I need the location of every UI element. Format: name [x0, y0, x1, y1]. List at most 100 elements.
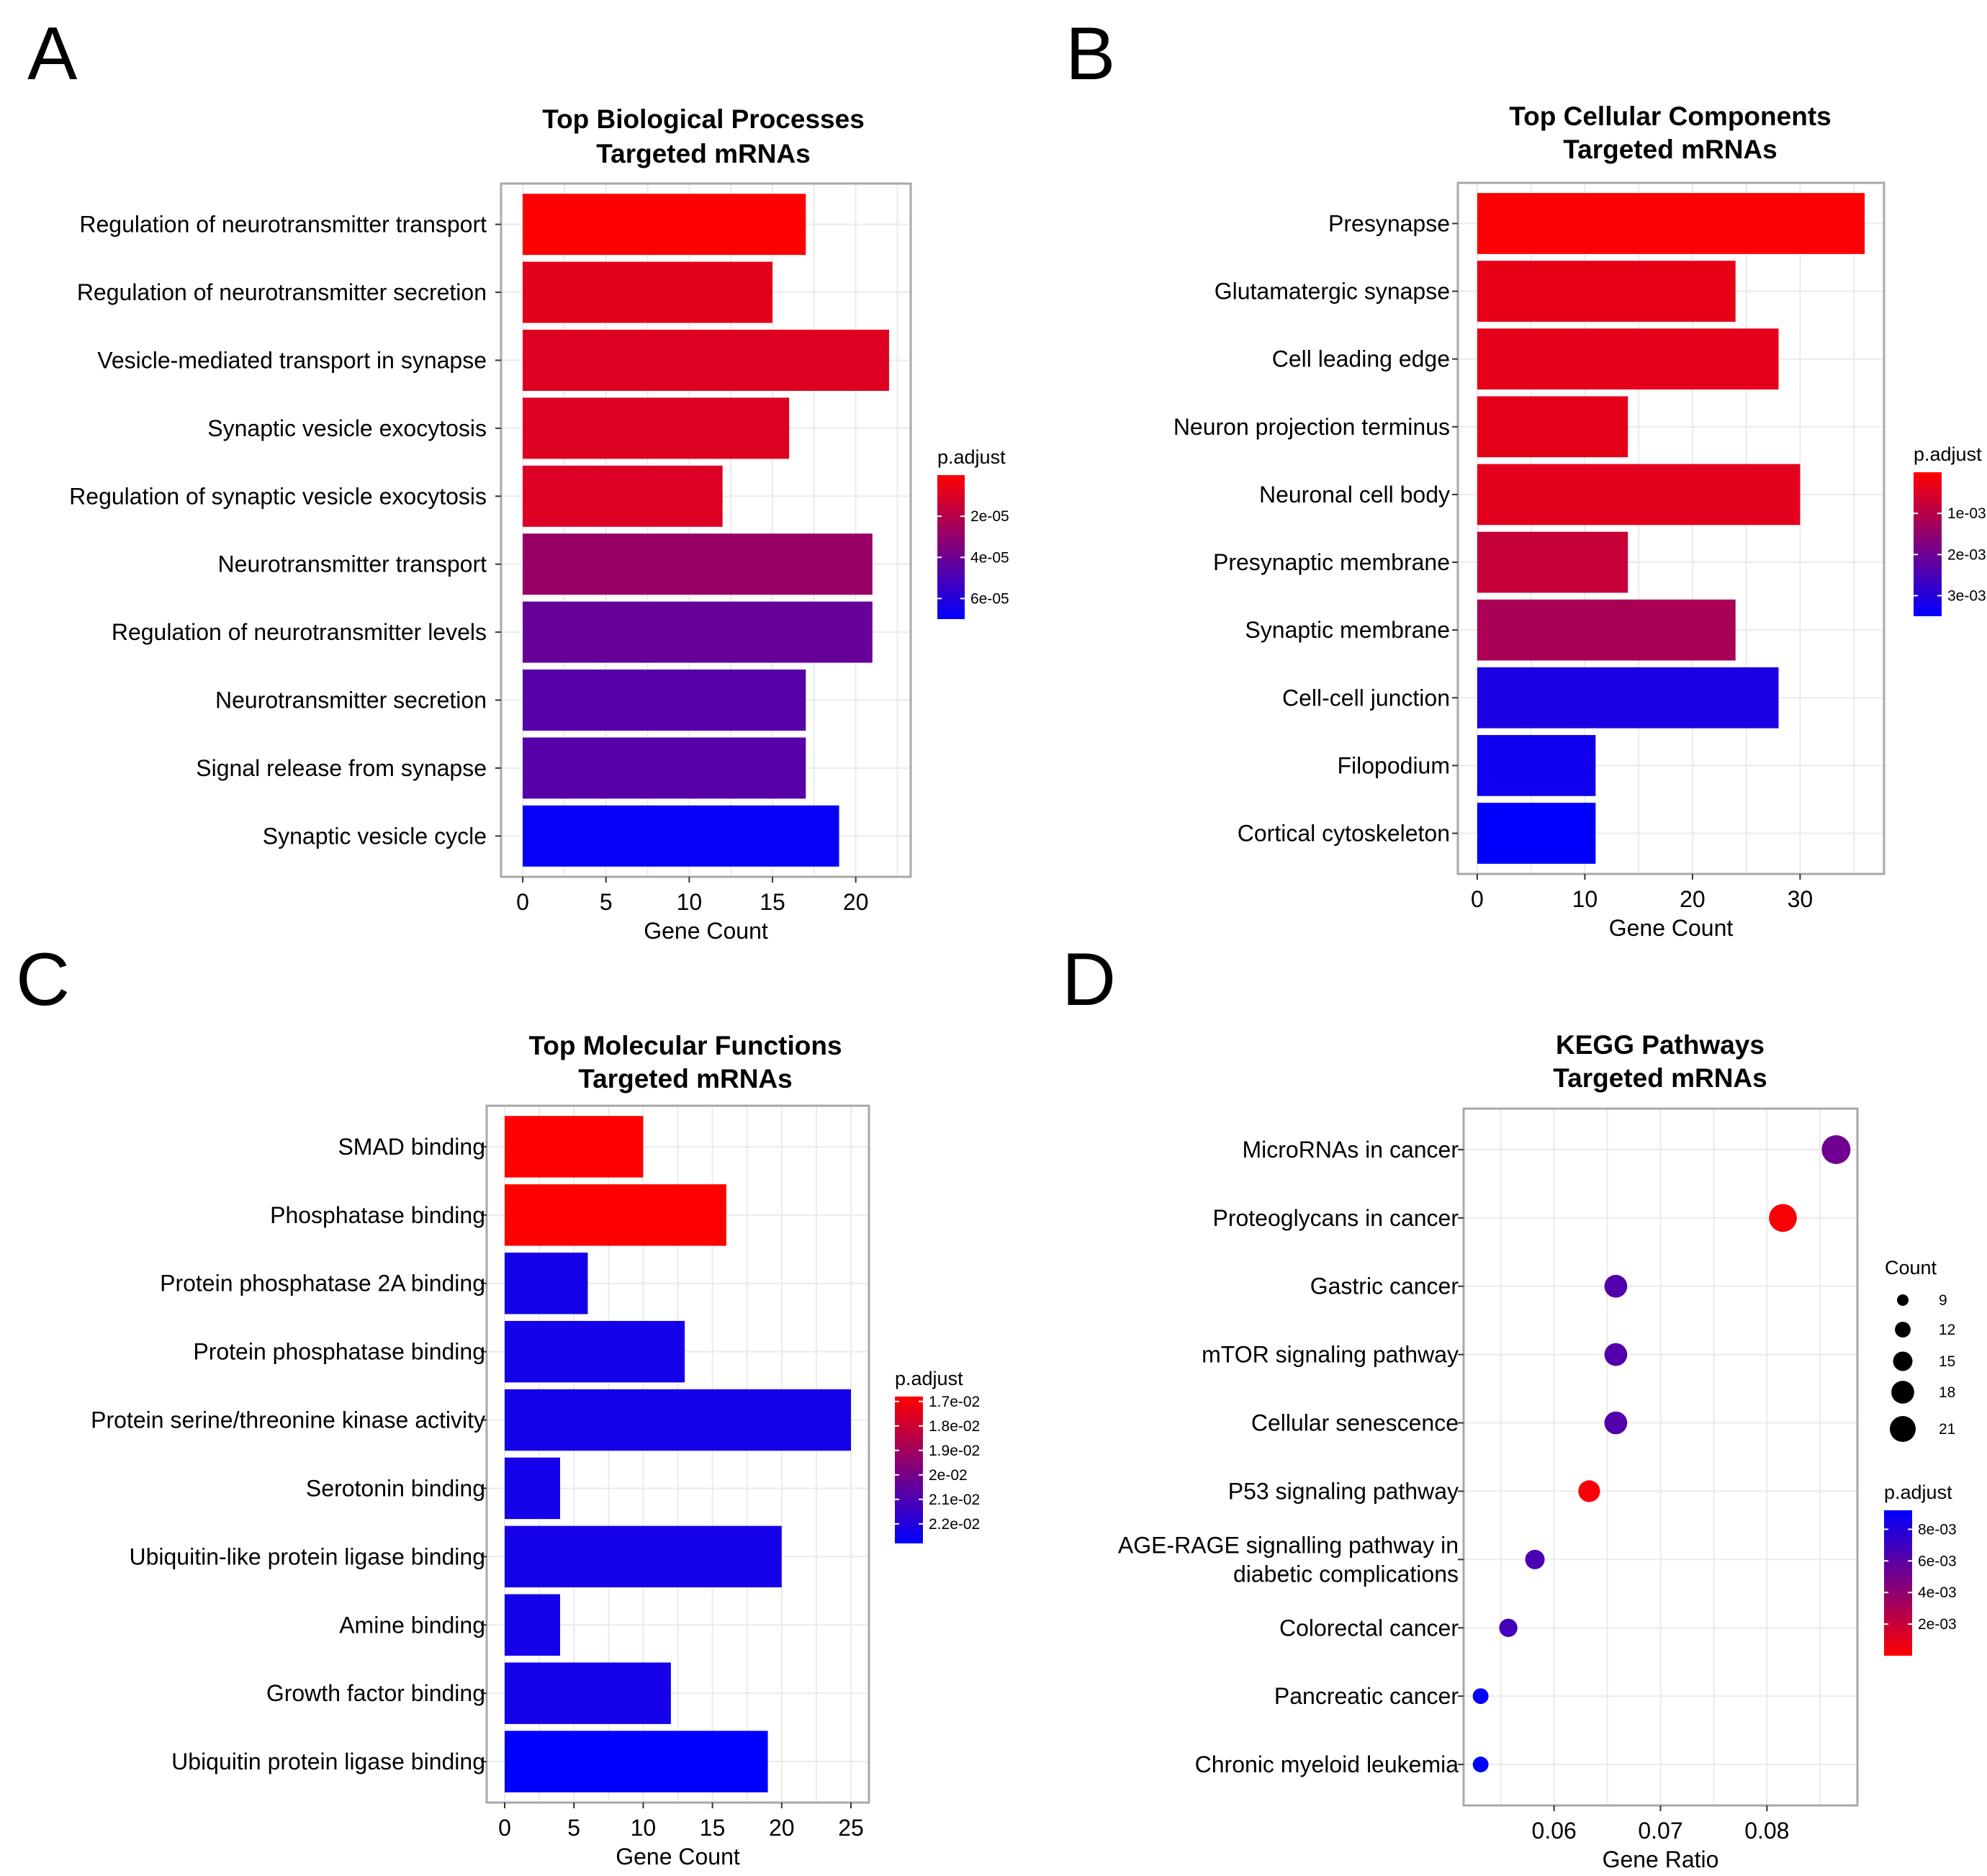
category-label-proteoglycans-in-cancer: Proteoglycans in cancer: [1212, 1205, 1459, 1231]
y-axis-labels: MicroRNAs in cancer Proteoglycans in canc…: [1118, 1137, 1464, 1777]
panel-a: A Top Biological Processes Targeted mRNAs R…: [27, 12, 1009, 944]
bar-filopodium: [1477, 735, 1596, 796]
chart-title-line2: Targeted mRNAs: [1563, 135, 1777, 164]
size-legend-label: 15: [1939, 1353, 1955, 1370]
color-legend-label: 6e-05: [970, 590, 1009, 607]
category-label-pancreatic-cancer: Pancreatic cancer: [1274, 1683, 1459, 1709]
category-label-synaptic-vesicle-exocytosis: Synaptic vesicle exocytosis: [207, 415, 487, 441]
color-legend-bar: [1884, 1510, 1912, 1656]
point-p53-signaling-pathway: [1578, 1480, 1600, 1502]
bar-synaptic-vesicle-exocytosis: [523, 397, 790, 459]
bar-signal-release-from-synapse: [523, 737, 806, 799]
bar-synaptic-vesicle-cycle: [523, 805, 839, 867]
plot-frame: [500, 182, 912, 878]
color-legend-label: 1.9e-02: [929, 1443, 980, 1459]
x-tick-label: 0.07: [1638, 1818, 1682, 1844]
color-legend-label: 1.7e-02: [929, 1394, 980, 1410]
x-tick-label: 10: [631, 1815, 657, 1841]
category-label-neurotransmitter-transport: Neurotransmitter transport: [218, 551, 487, 577]
category-label-presynaptic-membrane: Presynaptic membrane: [1213, 549, 1450, 575]
color-legend-bar: [895, 1397, 923, 1543]
size-legend-label: 9: [1939, 1292, 1947, 1309]
point-chronic-myeloid-leukemia: [1472, 1757, 1489, 1772]
bar-regulation-of-synaptic-vesicle-exocytosis: [523, 465, 723, 527]
y-axis-labels: Presynapse Glutamatergic synapse Cell lead…: [1173, 210, 1458, 847]
size-legend-point: [1893, 1351, 1913, 1371]
plot-frame: [485, 1104, 870, 1804]
x-tick-label: 20: [769, 1815, 795, 1841]
x-axis-title: Gene Count: [616, 1844, 740, 1870]
color-legend-bar: [937, 475, 965, 619]
category-label-glutamatergic-synapse: Glutamatergic synapse: [1215, 279, 1450, 305]
bar-phosphatase-binding: [505, 1184, 726, 1246]
point-colorectal-cancer: [1499, 1618, 1518, 1637]
category-label-protein-phosphatase-binding: Protein phosphatase binding: [193, 1339, 485, 1365]
category-label-neurotransmitter-secretion: Neurotransmitter secretion: [215, 687, 487, 713]
bar-protein-serine-threonine-kinase-activity: [505, 1389, 851, 1451]
point-age-rage-signalling-pathway-in-diabetic-complications: [1525, 1549, 1545, 1569]
x-tick-label: 30: [1788, 886, 1813, 912]
x-tick-label: 20: [1680, 886, 1706, 912]
color-legend-label: 2.2e-02: [929, 1516, 980, 1533]
point-micrornas-in-cancer: [1821, 1135, 1851, 1164]
x-axis-title: Gene Ratio: [1603, 1846, 1719, 1872]
color-legend-title: p.adjust: [1884, 1482, 1952, 1503]
category-label-presynapse: Presynapse: [1328, 210, 1450, 236]
bar-neuron-projection-terminus: [1477, 396, 1628, 458]
x-tick-label: 5: [567, 1815, 580, 1841]
x-axis-ticks: 0.06 0.07 0.08: [1532, 1805, 1789, 1844]
category-label-mtor-signaling-pathway: mTOR signaling pathway: [1202, 1342, 1459, 1368]
x-tick-label: 5: [600, 889, 613, 915]
panel-letter-a: A: [27, 12, 78, 96]
category-label-cell-cell-junction: Cell-cell junction: [1282, 685, 1450, 711]
data-marks: [523, 194, 889, 867]
x-tick-label: 15: [760, 889, 785, 915]
x-tick-label: 0: [516, 889, 529, 915]
category-label-cortical-cytoskeleton: Cortical cytoskeleton: [1238, 821, 1450, 847]
bar-cortical-cytoskeleton: [1477, 803, 1596, 864]
point-cellular-senescence: [1604, 1411, 1628, 1435]
category-label-ubiquitin-like-protein-ligase-binding: Ubiquitin-like protein ligase binding: [129, 1543, 485, 1569]
color-legend-label: 2e-03: [1918, 1616, 1957, 1633]
category-label-regulation-of-neurotransmitter-transport: Regulation of neurotransmitter transport: [79, 212, 487, 238]
point-proteoglycans-in-cancer: [1769, 1204, 1797, 1232]
size-legend-label: 21: [1939, 1421, 1955, 1438]
color-legend-label: 2e-03: [1947, 546, 1986, 563]
bar-amine-binding: [505, 1594, 560, 1656]
color-legend-title: p.adjust: [937, 446, 1006, 468]
data-marks: [505, 1116, 851, 1792]
data-marks: [1472, 1135, 1851, 1772]
color-legend-label: 2.1e-02: [929, 1492, 980, 1508]
bar-synaptic-membrane: [1477, 599, 1736, 661]
bar-growth-factor-binding: [505, 1662, 671, 1724]
color-legend-label: 4e-05: [970, 549, 1009, 566]
bar-cell-leading-edge: [1477, 328, 1779, 390]
category-label-signal-release-from-synapse: Signal release from synapse: [196, 755, 487, 781]
x-tick-label: 0.08: [1744, 1818, 1789, 1844]
category-label-cellular-senescence: Cellular senescence: [1251, 1410, 1459, 1436]
x-tick-label: 25: [838, 1815, 864, 1841]
bar-neurotransmitter-transport: [523, 533, 873, 595]
panel-c: C Top Molecular Functions Targeted mRNAs SM…: [16, 938, 980, 1870]
color-legend-label: 2e-02: [929, 1467, 968, 1484]
size-legend-label: 18: [1939, 1384, 1955, 1401]
color-legend: p.adjust 2e-03 4e-03 6e-03 8e-03: [1884, 1482, 1957, 1656]
bar-neuronal-cell-body: [1477, 464, 1801, 526]
x-tick-label: 0: [498, 1815, 511, 1841]
chart-title-line1: KEGG Pathways: [1556, 1030, 1765, 1060]
category-label-diabetic-complications: diabetic complications: [1233, 1561, 1459, 1587]
x-axis-title: Gene Count: [644, 918, 768, 944]
color-legend-label: 1.8e-02: [929, 1418, 980, 1435]
bar-serotonin-binding: [505, 1457, 560, 1520]
category-label-p53-signaling-pathway: P53 signaling pathway: [1228, 1478, 1459, 1504]
color-legend: p.adjust 2e-05 4e-05 6e-05: [937, 446, 1009, 619]
panel-letter-c: C: [16, 938, 70, 1022]
bar-protein-phosphatase-2a-binding: [505, 1253, 588, 1314]
bar-regulation-of-neurotransmitter-levels: [523, 601, 873, 663]
size-legend-title: Count: [1885, 1257, 1937, 1279]
category-label-ubiquitin-protein-ligase-binding: Ubiquitin protein ligase binding: [171, 1749, 485, 1774]
point-mtor-signaling-pathway: [1604, 1343, 1628, 1366]
color-legend-label: 1e-03: [1947, 505, 1986, 522]
chart-title-line2: Targeted mRNAs: [578, 1064, 792, 1093]
